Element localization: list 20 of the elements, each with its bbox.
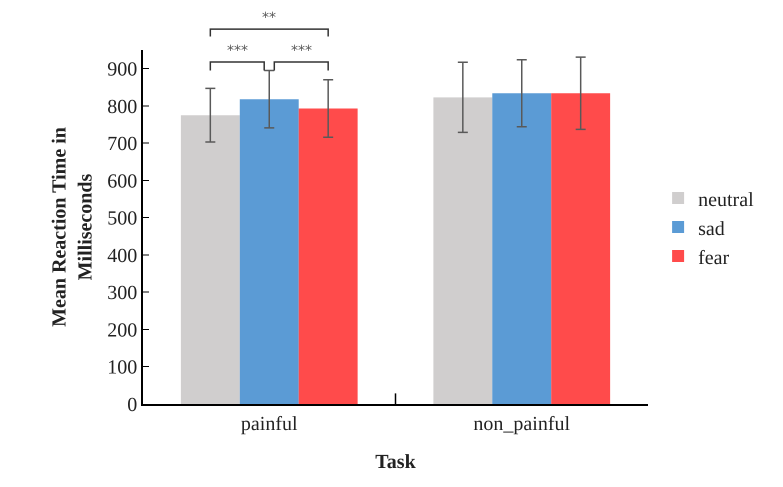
x-axis-title: Task: [375, 450, 417, 473]
y-tick-label: 600: [107, 170, 138, 192]
y-axis-title: Mean Reaction Time in Milliseconds: [48, 127, 96, 327]
y-tick-label: 0: [127, 394, 138, 416]
legend-label: neutral: [698, 188, 754, 211]
y-tick-label: 200: [107, 319, 138, 342]
text: **: [262, 10, 276, 26]
y-tick-label: 100: [107, 356, 138, 379]
y-tick-label: 900: [107, 58, 138, 81]
annotation: ***: [227, 43, 248, 59]
legend-label: sad: [698, 218, 725, 240]
x-tick-label: non_painful: [473, 412, 571, 435]
y-tick-label: 700: [107, 133, 138, 156]
y-tick-label: 500: [107, 208, 138, 230]
y-tick-label: 800: [107, 96, 138, 118]
annotation: ***: [291, 43, 312, 59]
y-tick-label: 300: [107, 282, 138, 304]
x-tick-label: painful: [240, 412, 298, 435]
y-tick-label: 400: [107, 244, 138, 267]
legend-label: fear: [698, 246, 730, 269]
